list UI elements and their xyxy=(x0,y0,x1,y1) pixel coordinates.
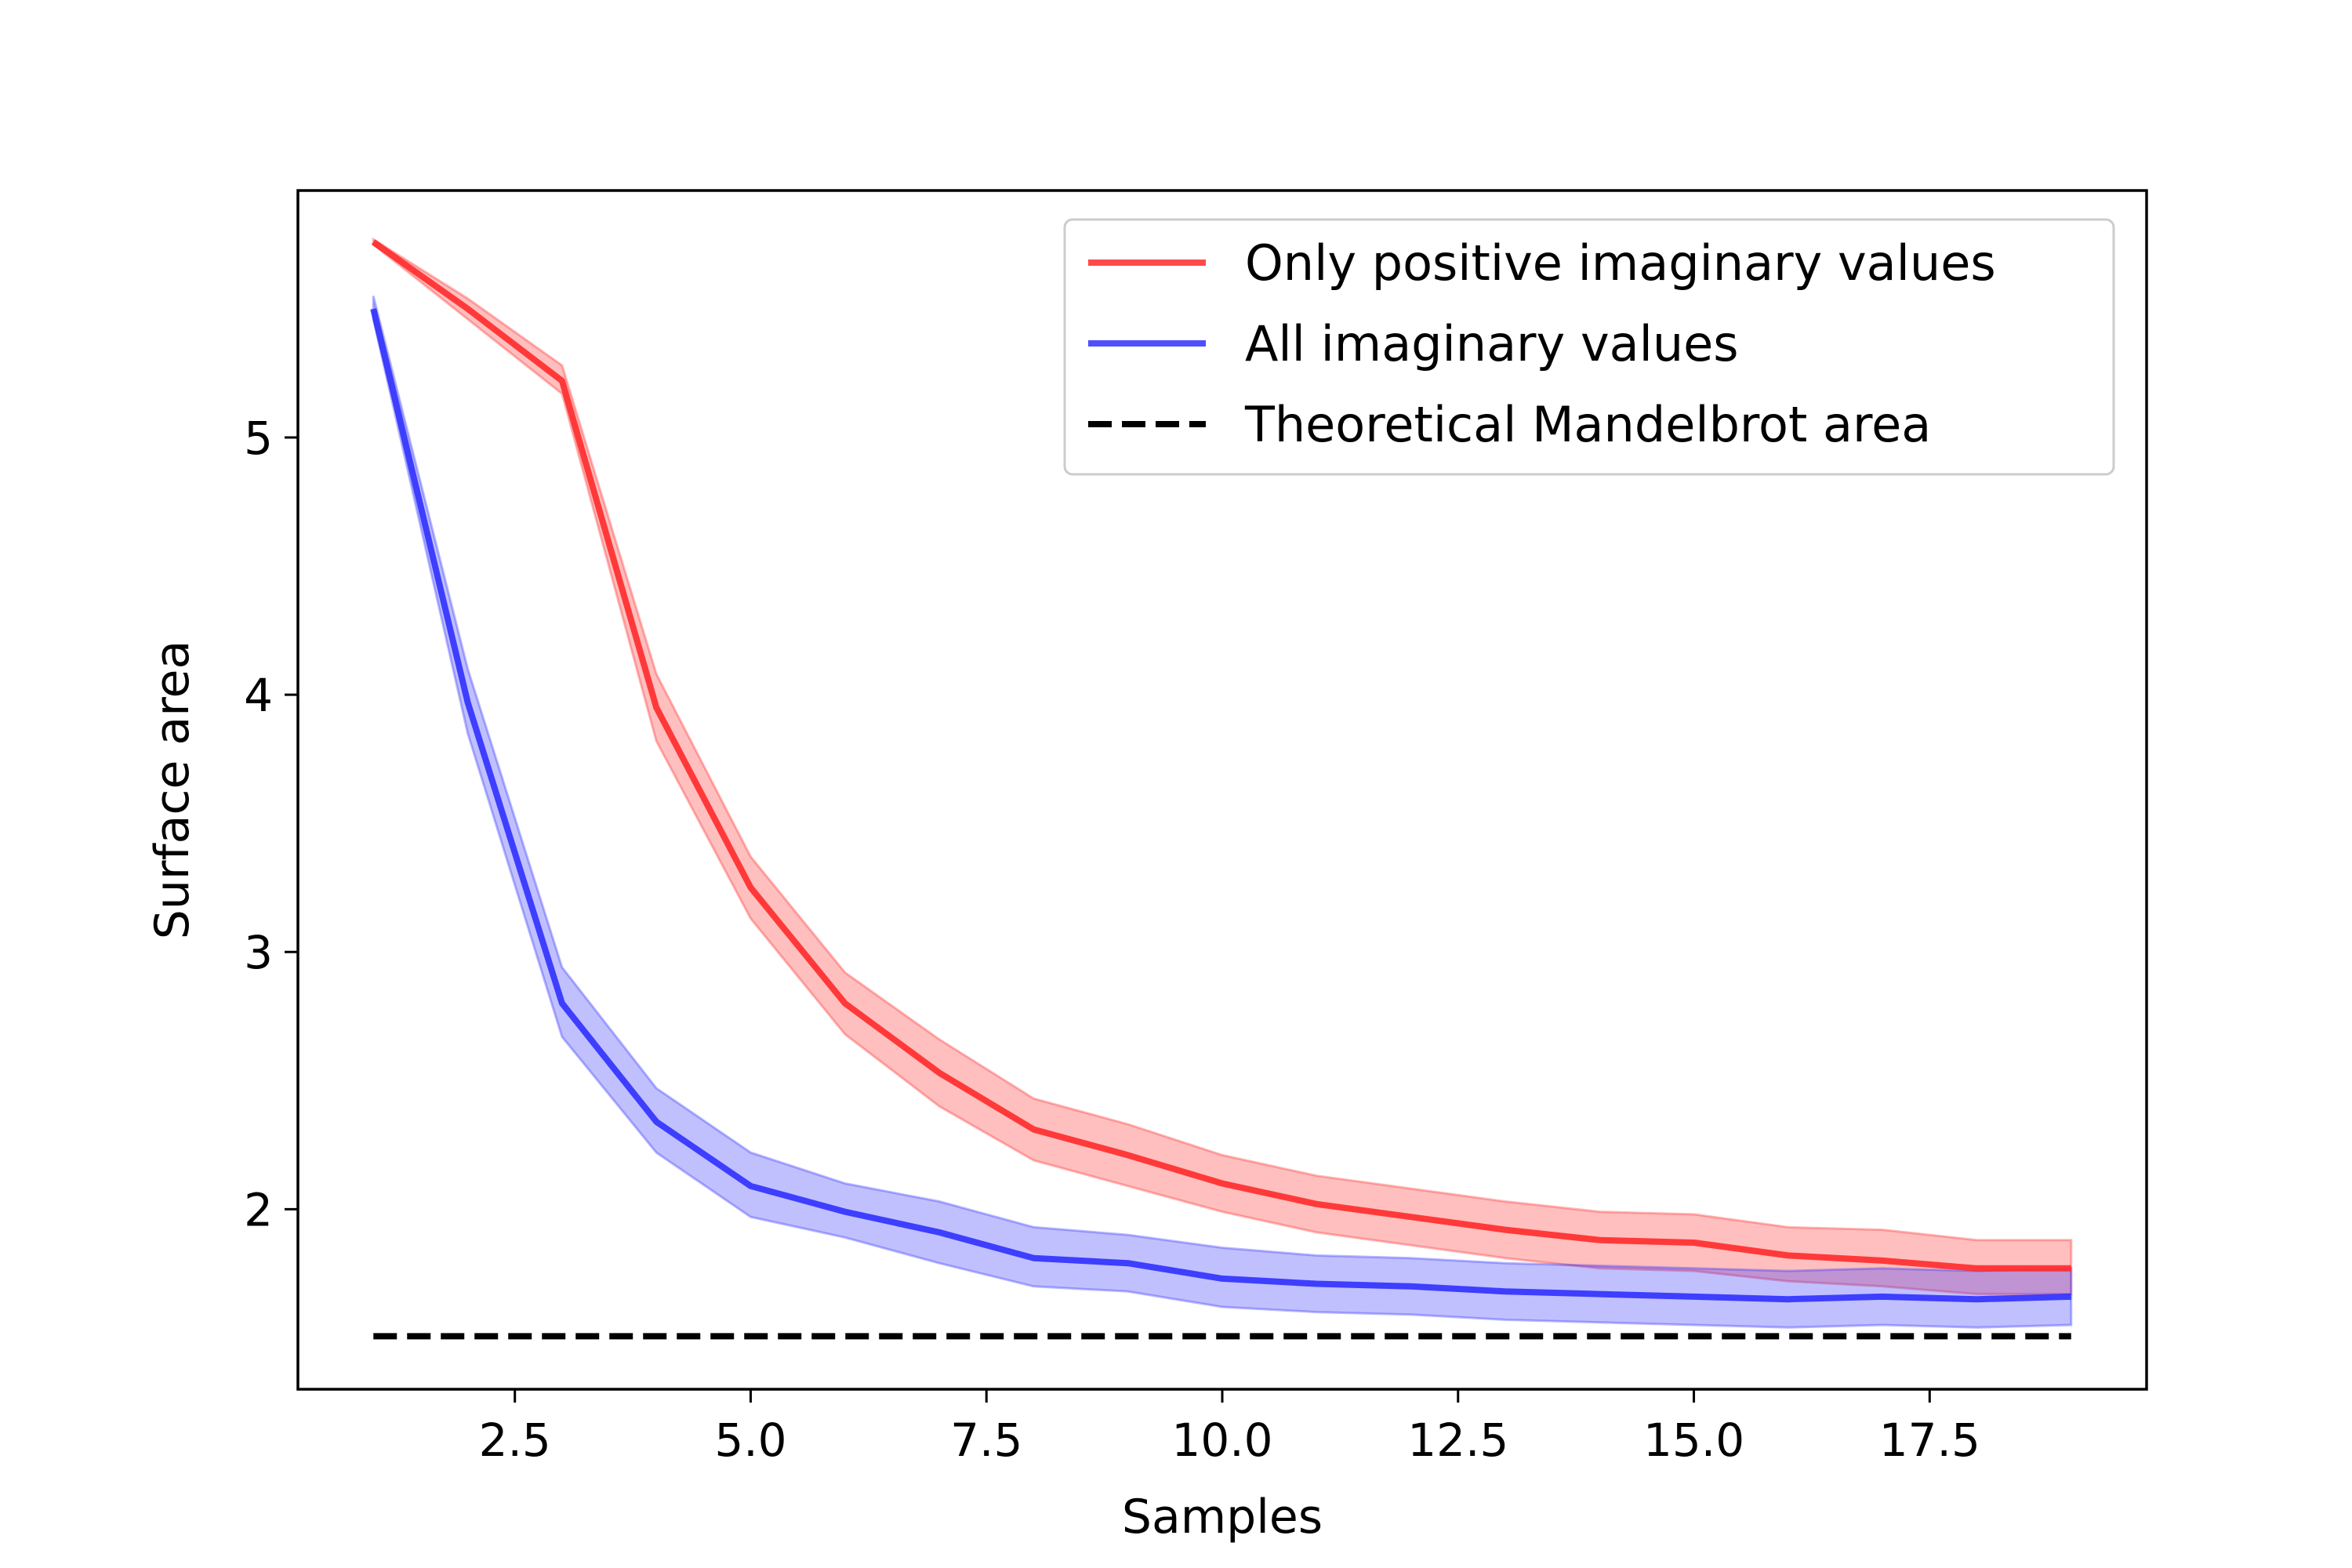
x-tick-label: 15.0 xyxy=(1643,1414,1744,1467)
legend-label-1: Only positive imaginary values xyxy=(1245,234,1996,292)
y-tick-label: 4 xyxy=(244,669,273,722)
legend: Only positive imaginary values All imagin… xyxy=(1063,218,2115,476)
x-tick-label: 17.5 xyxy=(1879,1414,1980,1467)
legend-box xyxy=(1063,218,2115,476)
x-axis-label: Samples xyxy=(1122,1490,1323,1544)
legend-label-3: Theoretical Mandelbrot area xyxy=(1244,396,1931,453)
series-line-1 xyxy=(371,239,2071,1272)
plot-area xyxy=(370,237,2073,1340)
x-tick-label: 5.0 xyxy=(714,1414,786,1467)
x-tick-label: 12.5 xyxy=(1407,1414,1508,1467)
y-tick-label: 5 xyxy=(244,412,273,465)
x-tick-label: 2.5 xyxy=(479,1414,551,1467)
y-tick-label: 2 xyxy=(244,1183,273,1236)
axes: 2.5 5.0 7.5 10.0 12.5 15.0 17.5 2 3 4 5 xyxy=(244,189,2148,1467)
x-tick-label: 10.0 xyxy=(1171,1414,1272,1467)
y-axis-label: Surface area xyxy=(145,641,200,939)
confidence-band-1 xyxy=(372,237,2073,1296)
legend-label-2: All imaginary values xyxy=(1245,315,1739,372)
x-tick-label: 7.5 xyxy=(950,1414,1022,1467)
y-tick-label: 3 xyxy=(244,926,273,979)
confidence-band-2 xyxy=(372,296,2073,1329)
series-line-2 xyxy=(370,307,2071,1303)
